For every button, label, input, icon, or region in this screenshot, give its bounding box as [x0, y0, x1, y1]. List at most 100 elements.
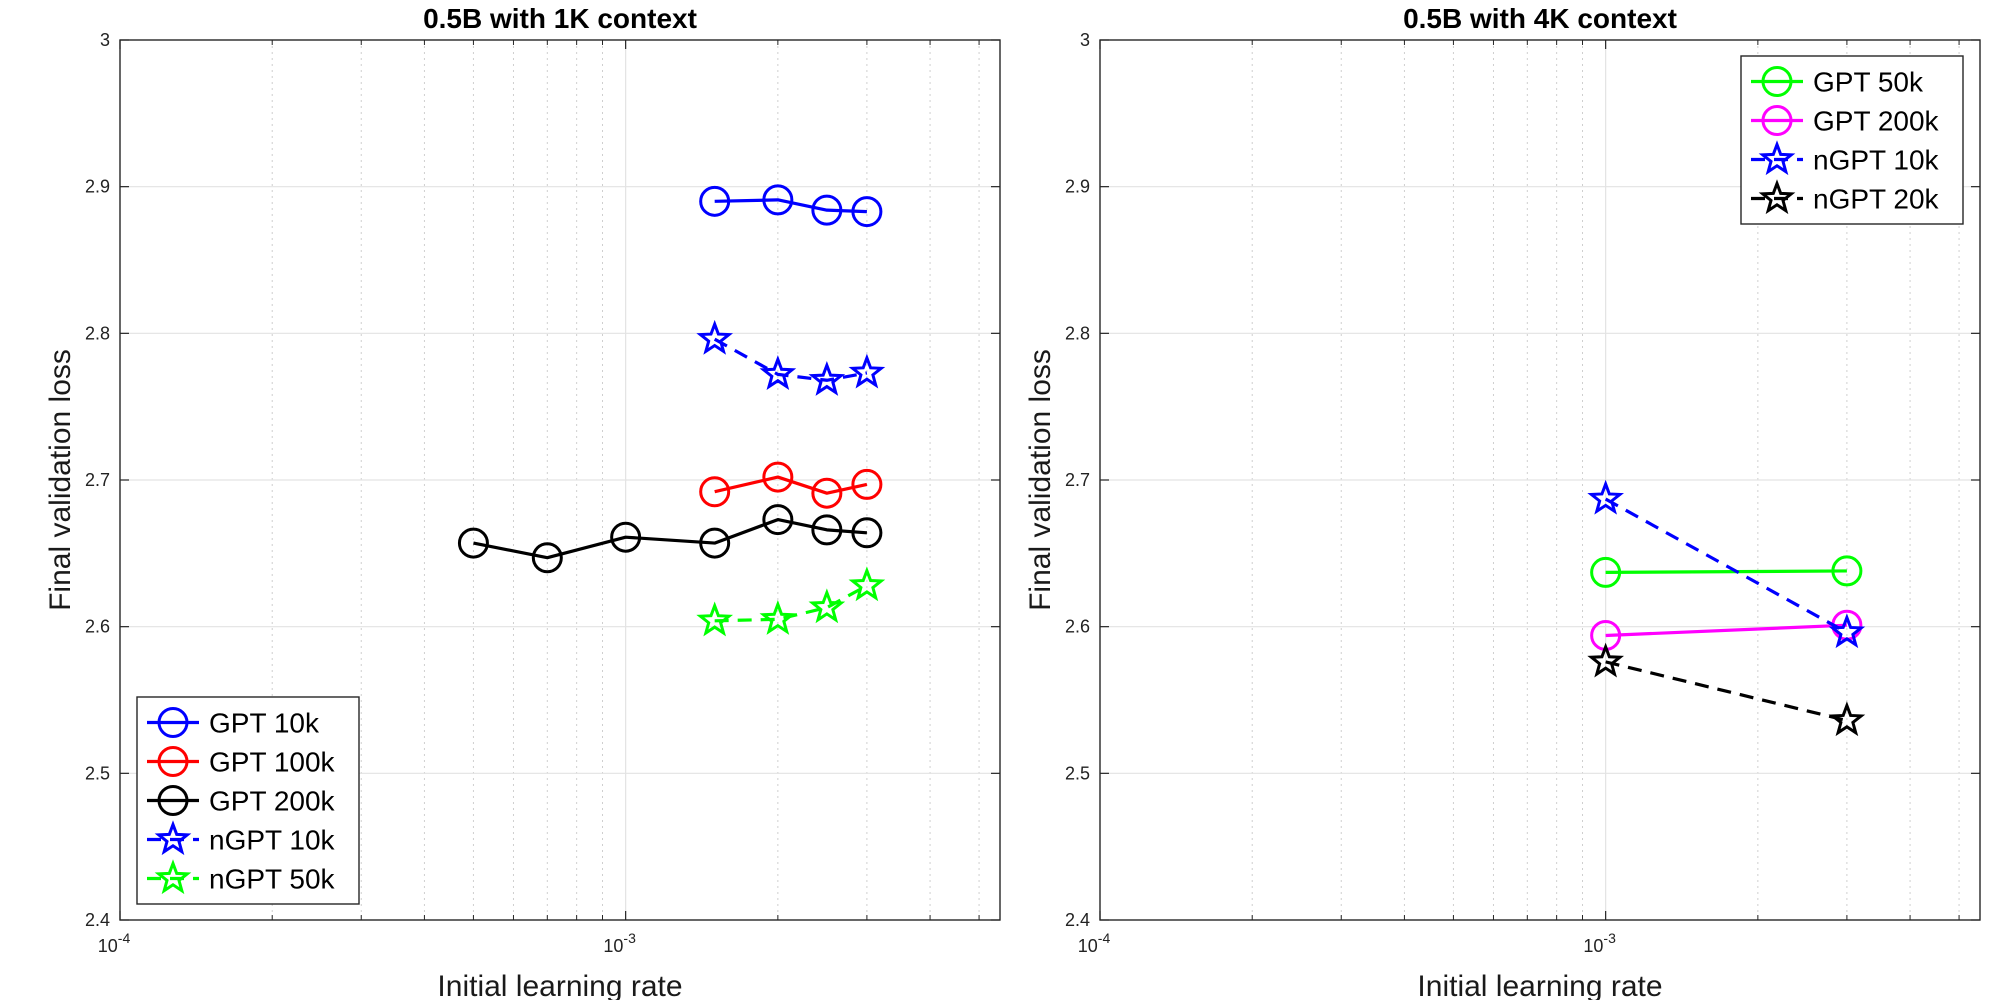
- chart-title: 0.5B with 1K context: [423, 3, 697, 34]
- series-line: [1605, 660, 1848, 723]
- data-point: [1590, 556, 1622, 588]
- legend-marker: [1758, 140, 1796, 176]
- series-ngpt-50k: [696, 566, 886, 637]
- series-line: [713, 337, 868, 382]
- legend-box: [1740, 55, 1964, 225]
- chart-panel-1: 2.4 2.5 2.6 2.7 2.8 2.9 3 10-4 10-3 0.5B with 1K …: [44, 3, 1001, 1000]
- data-point: [696, 319, 734, 355]
- legend-marker: [157, 707, 189, 738]
- legend-marker: [157, 746, 189, 777]
- y-tick-label: 2.7: [85, 470, 110, 490]
- series-gpt-200k: [457, 504, 883, 574]
- x-tick-label: 10-3: [603, 930, 636, 956]
- y-axis-label: Final validation loss: [44, 349, 77, 611]
- legend-label: GPT 10k: [209, 708, 320, 739]
- data-point: [1828, 701, 1866, 737]
- data-point: [811, 194, 843, 226]
- legend-label: nGPT 50k: [209, 864, 336, 895]
- legend-item-ngpt-20k: nGPT 20k: [1751, 179, 1940, 215]
- y-tick-label: 2.5: [85, 763, 110, 783]
- y-tick-label: 2.6: [85, 617, 110, 637]
- legend-label: nGPT 10k: [209, 825, 336, 856]
- legend-marker: [1761, 105, 1793, 136]
- chart-panel-2: 2.4 2.5 2.6 2.7 2.8 2.9 3 10-4 10-3 0.5B with 4K …: [1024, 3, 1981, 1000]
- y-tick-label: 2.4: [85, 910, 110, 930]
- y-tick-label: 2.5: [1065, 763, 1090, 783]
- data-point: [699, 476, 731, 508]
- data-point: [851, 468, 883, 500]
- series-gpt-10k: [699, 184, 883, 228]
- data-point: [811, 477, 843, 509]
- legend-item-gpt-10k: GPT 10k: [147, 707, 320, 739]
- legend-item-ngpt-10k: nGPT 10k: [1751, 140, 1940, 176]
- data-point: [762, 504, 794, 536]
- data-point: [1587, 479, 1624, 515]
- legend-item-gpt-100k: GPT 100k: [147, 746, 336, 778]
- data-point: [699, 527, 731, 559]
- y-tick-label: 3: [1080, 30, 1090, 50]
- y-tick-label: 2.7: [1065, 470, 1090, 490]
- legend-label: GPT 200k: [209, 786, 336, 817]
- legend-marker: [157, 785, 189, 816]
- legend-item-ngpt-10k: nGPT 10k: [147, 820, 336, 856]
- legend-item-gpt-200k: GPT 200k: [1751, 105, 1940, 137]
- series-line: [1605, 623, 1847, 638]
- legend-label: nGPT 10k: [1813, 145, 1940, 176]
- data-point: [848, 566, 886, 602]
- x-axis-label: Initial learning rate: [437, 970, 682, 1000]
- y-tick-label: 2.6: [1065, 617, 1090, 637]
- data-point: [762, 461, 794, 493]
- data-point: [848, 353, 886, 389]
- series-line: [1605, 569, 1847, 574]
- legend: GPT 50k GPT 200k nGPT 10k nGPT 20k: [1740, 55, 1964, 225]
- data-point: [457, 527, 489, 559]
- y-tick-label: 2.9: [85, 177, 110, 197]
- x-axis-label: Initial learning rate: [1417, 970, 1662, 1000]
- data-point: [699, 185, 731, 217]
- data-point: [1828, 613, 1866, 649]
- series-gpt-100k: [699, 461, 883, 509]
- legend: GPT 10k GPT 100k GPT 200k nGPT 10k nGPT 50k: [136, 696, 360, 905]
- y-axis-label: Final validation loss: [1024, 349, 1057, 611]
- legend-item-gpt-50k: GPT 50k: [1751, 66, 1924, 98]
- data-point: [696, 601, 734, 637]
- legend-label: GPT 50k: [1813, 67, 1924, 98]
- data-point: [811, 514, 843, 546]
- data-point: [762, 184, 794, 216]
- y-tick-label: 2.8: [1065, 323, 1090, 343]
- series-line: [714, 475, 868, 495]
- y-tick-label: 2.8: [85, 323, 110, 343]
- data-point: [531, 542, 563, 574]
- series-ngpt-20k: [1587, 642, 1866, 737]
- legend-marker: [1761, 66, 1793, 97]
- x-tick-label: 10-3: [1583, 930, 1616, 956]
- legend-item-ngpt-50k: nGPT 50k: [147, 859, 336, 895]
- series-ngpt-10k: [696, 319, 886, 396]
- data-point: [851, 196, 883, 228]
- series-gpt-50k: [1590, 555, 1863, 588]
- data-point: [808, 588, 846, 624]
- series-line: [714, 584, 868, 623]
- y-tick-label: 2.4: [1065, 910, 1090, 930]
- data-point: [759, 600, 797, 635]
- data-point: [851, 517, 883, 549]
- legend-item-gpt-200k: GPT 200k: [147, 785, 336, 817]
- legend-marker: [154, 859, 192, 895]
- legend-marker: [1758, 179, 1796, 215]
- data-point: [1587, 642, 1624, 678]
- x-tick-label: 10-4: [98, 930, 131, 956]
- legend-label: GPT 100k: [209, 747, 336, 778]
- legend-label: nGPT 20k: [1813, 184, 1940, 215]
- data-point: [759, 355, 797, 391]
- series-line: [714, 198, 867, 214]
- legend-label: GPT 200k: [1813, 106, 1940, 137]
- data-point: [610, 521, 642, 553]
- series-line: [473, 517, 868, 560]
- chart-title: 0.5B with 4K context: [1403, 3, 1677, 34]
- y-tick-label: 2.9: [1065, 177, 1090, 197]
- data-point: [1831, 555, 1863, 587]
- legend-marker: [154, 820, 192, 856]
- x-tick-label: 10-4: [1078, 930, 1111, 956]
- data-point: [808, 360, 846, 396]
